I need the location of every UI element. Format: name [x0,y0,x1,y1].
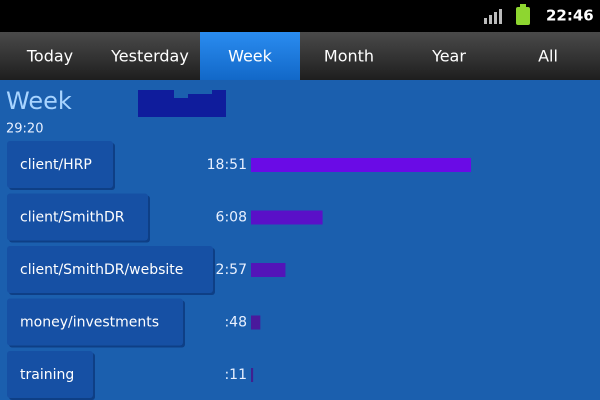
tab[interactable]: Year [431,47,466,66]
duration-bar [251,158,471,172]
row-button[interactable] [7,298,183,346]
row-name[interactable]: money/investments [20,315,159,331]
row-button[interactable] [7,193,148,241]
tab[interactable]: Week [228,47,273,66]
row-name[interactable]: training [20,367,74,383]
row-name[interactable]: client/HRP [20,157,92,173]
duration-bar [251,368,254,382]
duration-bar [251,210,323,225]
tab[interactable]: All [538,47,558,66]
row-name[interactable]: client/SmithDR [20,210,125,226]
tab[interactable]: Today [26,47,73,66]
row-duration: :11 [224,367,247,383]
row-button[interactable] [7,246,213,293]
tab[interactable]: Yesterday [110,47,189,66]
duration-bar [251,263,286,277]
row-duration: 2:57 [216,262,247,278]
row-duration: 18:51 [207,157,247,173]
signal-icon [484,9,502,24]
selected-tab [200,32,300,80]
row-button[interactable] [7,351,93,398]
tab[interactable]: Month [324,47,374,66]
row-duration: 6:08 [216,210,247,226]
row-name[interactable]: client/SmithDR/website [20,262,183,278]
row-duration: :48 [224,315,247,331]
total-time: 29:20 [6,122,43,137]
duration-bar [251,315,261,330]
status-bar [0,0,600,32]
period-title: Week [6,87,72,115]
battery-icon [516,4,530,25]
clock: 22:46 [546,7,594,25]
row-button[interactable] [7,141,113,188]
graph-blob [138,90,226,117]
